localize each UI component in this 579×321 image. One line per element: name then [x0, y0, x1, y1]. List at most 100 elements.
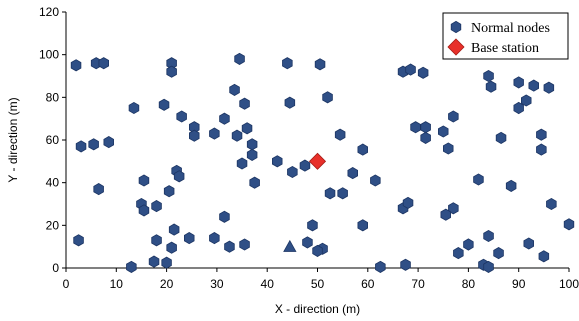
normal-node-point — [98, 57, 109, 70]
x-tick-label: 70 — [411, 277, 425, 291]
normal-node-point — [521, 94, 532, 107]
normal-node-point — [405, 63, 416, 76]
triangle-point — [283, 239, 297, 252]
normal-node-point — [536, 143, 547, 156]
normal-node-point — [402, 196, 414, 209]
normal-node-point — [138, 174, 150, 187]
normal-node-point — [128, 101, 140, 115]
normal-node-point — [231, 129, 243, 142]
normal-node-point — [440, 208, 452, 221]
normal-node-point — [448, 110, 459, 123]
normal-node-point — [337, 187, 348, 200]
normal-node-point — [166, 65, 177, 78]
x-tick-label: 30 — [210, 277, 224, 291]
normal-node-point — [322, 91, 333, 104]
normal-node-point — [417, 66, 429, 79]
normal-node-point — [93, 183, 104, 196]
x-tick-label: 10 — [110, 277, 124, 291]
x-tick-label: 20 — [160, 277, 174, 291]
legend-normal-nodes-marker — [450, 20, 462, 34]
normal-node-point — [493, 247, 504, 260]
normal-node-point — [219, 210, 230, 223]
normal-node-point — [284, 96, 296, 109]
normal-node-point — [523, 237, 534, 250]
x-tick-label: 90 — [512, 277, 526, 291]
legend: Normal nodes Base station — [442, 12, 569, 60]
y-tick-label: 40 — [46, 176, 60, 190]
normal-node-point — [271, 155, 283, 168]
normal-node-point — [437, 125, 449, 138]
normal-node-point — [546, 197, 557, 211]
base-station-point — [308, 152, 327, 170]
normal-node-point — [209, 127, 220, 140]
normal-node-point — [324, 187, 336, 200]
x-tick-label: 50 — [311, 277, 325, 291]
normal-node-point — [307, 219, 318, 232]
normal-node-point — [166, 241, 177, 254]
normal-node-point — [70, 59, 82, 72]
x-tick-label: 40 — [261, 277, 275, 291]
normal-node-point — [483, 229, 494, 243]
normal-node-point — [453, 247, 464, 260]
normal-node-point — [513, 76, 524, 89]
legend-diamond-marker — [447, 38, 465, 56]
normal-node-point — [236, 157, 248, 170]
normal-node-point — [88, 138, 99, 151]
normal-node-point — [219, 112, 230, 125]
normal-node-point — [400, 258, 411, 271]
normal-node-point — [239, 97, 250, 110]
normal-node-point — [370, 174, 381, 187]
data-points — [70, 52, 575, 273]
x-tick-label: 60 — [361, 277, 375, 291]
normal-node-point — [103, 136, 114, 149]
normal-node-point — [563, 218, 575, 231]
normal-node-point — [246, 148, 258, 161]
normal-node-point — [209, 232, 220, 245]
legend-box — [442, 12, 569, 60]
normal-node-point — [314, 58, 326, 71]
y-tick-label: 120 — [39, 5, 59, 19]
normal-node-point — [282, 57, 293, 70]
normal-node-point — [148, 255, 160, 268]
normal-node-point — [138, 204, 150, 217]
normal-node-point — [151, 234, 162, 247]
normal-node-point — [249, 176, 260, 189]
legend-hexagon-marker — [450, 20, 462, 34]
normal-node-point — [163, 185, 175, 198]
normal-node-point — [473, 173, 484, 186]
normal-node-point — [229, 83, 240, 96]
normal-node-point — [73, 234, 84, 247]
normal-node-point — [173, 170, 185, 183]
normal-node-point — [234, 52, 245, 65]
normal-node-point — [357, 219, 369, 232]
normal-node-point — [513, 101, 524, 115]
normal-node-point — [495, 131, 507, 144]
y-tick-label: 60 — [46, 133, 60, 147]
x-ticks: 0 10 20 30 40 50 60 70 80 90 100 — [63, 268, 579, 291]
normal-node-point — [168, 223, 180, 236]
y-tick-label: 20 — [46, 218, 60, 232]
normal-node-point — [302, 236, 313, 249]
normal-node-point — [420, 131, 431, 144]
normal-node-point — [183, 232, 195, 245]
normal-node-point — [536, 128, 547, 141]
normal-node-point — [312, 244, 323, 257]
x-tick-label: 80 — [462, 277, 476, 291]
normal-node-point — [287, 165, 298, 179]
y-tick-label: 0 — [52, 261, 59, 275]
normal-node-point — [161, 256, 172, 269]
y-axis-title: Y - direction (m) — [6, 97, 20, 182]
normal-node-point — [334, 128, 346, 141]
normal-node-point — [410, 121, 421, 134]
normal-node-point — [485, 80, 497, 93]
normal-node-point — [357, 143, 369, 156]
normal-node-point — [448, 202, 459, 215]
x-tick-label: 0 — [63, 277, 70, 291]
normal-node-point — [151, 200, 162, 213]
y-ticks: 0 20 40 60 80 100 120 — [39, 5, 66, 275]
normal-node-point — [224, 240, 235, 253]
y-tick-label: 80 — [46, 90, 60, 104]
normal-node-point — [241, 122, 253, 135]
normal-node-point — [246, 138, 258, 151]
